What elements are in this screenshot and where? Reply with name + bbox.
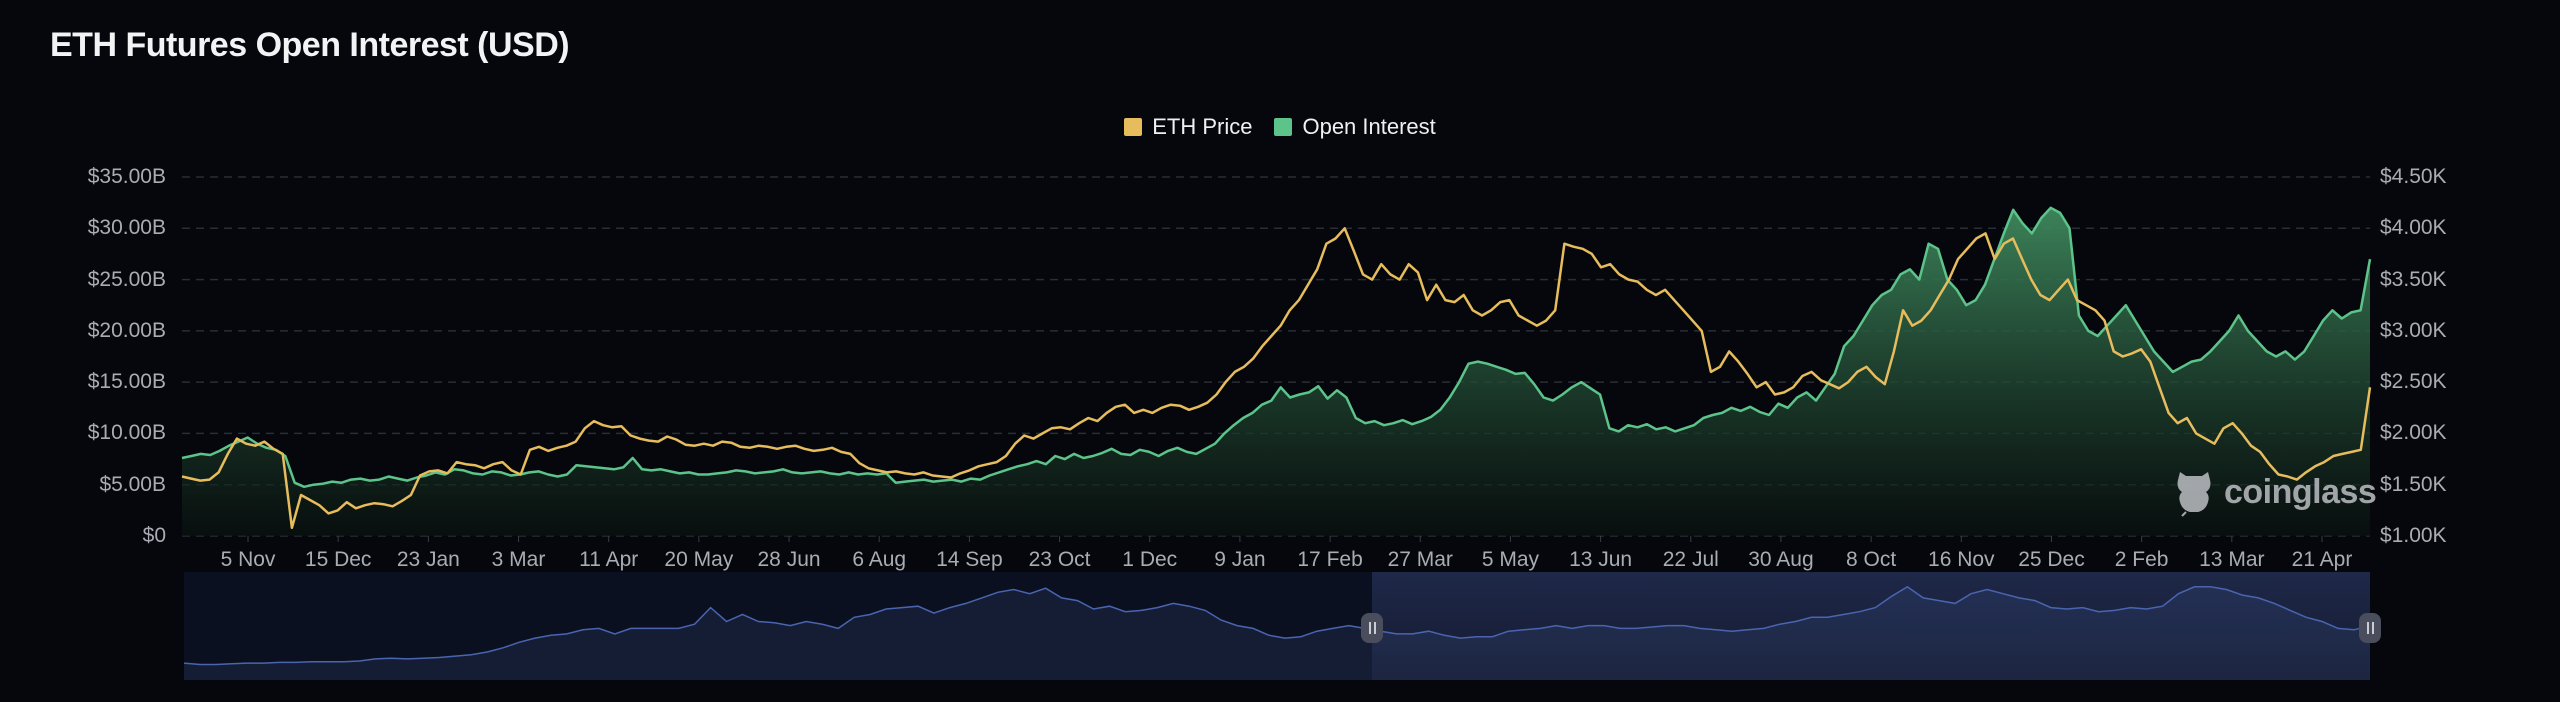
y-right-tick-label: $4.00K [2380,216,2447,240]
x-tick-label: 3 Mar [491,548,546,571]
x-tick-label: 11 Apr [579,548,639,571]
x-tick-label: 25 Dec [2018,548,2085,571]
open-interest-area [182,207,2370,537]
eth-price-line [181,227,2372,530]
y-right-tick-label: $1.50K [2380,472,2447,496]
legend-item-open-interest[interactable]: Open Interest [1274,114,1436,140]
y-left-tick-label: $35.00B [87,165,166,188]
x-tick-label: 2 Feb [2114,548,2169,571]
eth-price-swatch-icon [1124,118,1143,136]
x-tick-label: 5 May [1481,548,1540,571]
x-tick-label: 23 Jan [396,548,460,571]
x-tick-label: 16 Nov [1928,548,1995,571]
x-tick-label: 8 Oct [1846,548,1897,571]
x-tick-label: 1 Dec [1122,548,1178,571]
y-left-tick-label: $15.00B [87,370,166,394]
range-slider-selection[interactable] [1372,572,2370,680]
y-right-tick-label: $3.00K [2380,318,2447,342]
x-tick-label: 28 Jun [757,548,821,571]
x-tick-label: 15 Dec [304,548,372,571]
range-slider-preview-line [183,585,2371,666]
chart-legend: ETH Price Open Interest [0,114,2560,140]
legend-item-eth-price[interactable]: ETH Price [1124,114,1252,140]
range-slider-end-handle[interactable] [2359,613,2381,643]
x-tick-label: 30 Aug [1748,548,1814,571]
x-tick-label: 22 Jul [1662,548,1719,571]
x-tick-label: 23 Oct [1028,548,1091,571]
coinglass-logo-icon [2177,472,2211,517]
x-tick-label: 21 Apr [2291,548,2353,571]
y-right-tick-label: $2.00K [2380,421,2447,445]
y-left-tick-label: $20.00B [87,318,166,342]
y-right-tick-label: $2.50K [2380,370,2447,394]
x-tick-label: 9 Jan [1214,548,1266,571]
y-right-tick-label: $4.50K [2380,165,2447,188]
legend-label-eth-price: ETH Price [1152,114,1253,139]
y-right-tick-label: $1.00K [2380,524,2447,547]
x-tick-label: 6 Aug [852,548,907,571]
x-tick-label: 14 Sep [936,548,1003,571]
y-left-tick-label: $5.00B [99,472,166,496]
y-left-tick-label: $25.00B [87,267,166,291]
x-tick-label: 13 Mar [2199,548,2265,571]
open-interest-swatch-icon [1274,118,1293,136]
y-left-tick-label: $10.00B [87,421,166,445]
x-tick-label: 20 May [664,548,734,571]
open-interest-line [181,206,2372,489]
chart-title: ETH Futures Open Interest (USD) [50,26,570,64]
x-tick-label: 17 Feb [1297,548,1363,571]
x-tick-label: 13 Jun [1569,548,1633,571]
y-left-tick-label: $0 [142,524,166,547]
x-tick-label: 5 Nov [220,548,276,571]
y-right-tick-label: $3.50K [2380,267,2447,291]
x-tick-label: 27 Mar [1387,548,1453,571]
watermark-text: coinglass [2224,472,2377,511]
coinglass-watermark: coinglass [2172,466,2377,518]
y-left-tick-label: $30.00B [87,216,166,240]
legend-label-open-interest: Open Interest [1302,114,1436,139]
range-slider-start-handle[interactable] [1361,613,1383,643]
